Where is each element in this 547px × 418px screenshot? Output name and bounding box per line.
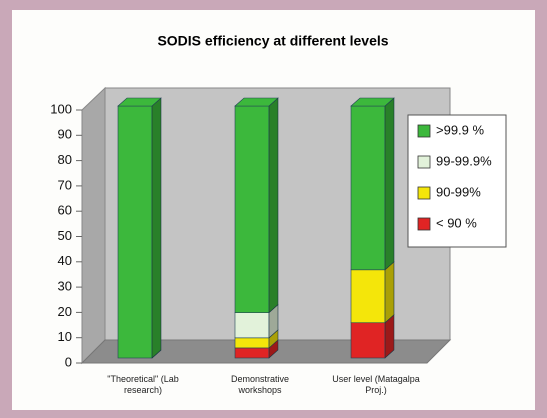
legend-label: 99-99.9% <box>436 153 492 168</box>
bar-segment <box>234 312 270 339</box>
bar-top <box>117 97 162 107</box>
bar-segment <box>350 322 386 359</box>
y-tick-label: 50 <box>58 228 72 243</box>
y-tick-label: 20 <box>58 304 72 319</box>
y-tick-label: 10 <box>58 329 72 344</box>
bar-side-shade <box>385 261 394 323</box>
bar-side-shade <box>269 304 278 338</box>
bar-side-shade <box>385 314 394 358</box>
bar-segment <box>234 347 270 359</box>
bar-side-shade <box>269 329 278 348</box>
legend-swatch <box>417 186 431 200</box>
x-tick-label: "Theoretical" (Lab research) <box>107 374 179 395</box>
x-tick-label: User level (Matagalpa Proj.) <box>332 374 420 395</box>
bar-segment <box>234 105 270 313</box>
y-tick-label: 30 <box>58 279 72 294</box>
bar-segment <box>234 337 270 349</box>
y-tick-label: 100 <box>50 101 72 116</box>
bar-side-shade <box>269 339 278 358</box>
bar-side-shade <box>152 98 161 358</box>
x-tick-label: Demonstrative workshops <box>230 374 290 395</box>
y-tick-label: 80 <box>58 152 72 167</box>
legend-label: >99.9 % <box>436 122 485 137</box>
y-tick-label: 90 <box>58 127 72 142</box>
y-tick-label: 0 <box>65 354 72 369</box>
legend-label: 90-99% <box>436 184 481 199</box>
y-tick-label: 60 <box>58 203 72 218</box>
bar-segment <box>117 105 153 359</box>
bar-side-shade <box>385 98 394 270</box>
chart-title: SODIS efficiency at different levels <box>157 33 388 49</box>
bar-top <box>350 97 395 107</box>
y-tick-label: 40 <box>58 253 72 268</box>
bar-side-shade <box>269 98 278 313</box>
legend-swatch <box>417 124 431 138</box>
bar-segment <box>350 269 386 324</box>
legend-swatch <box>417 217 431 231</box>
side-wall <box>81 86 106 365</box>
bar-segment <box>350 105 386 271</box>
legend-label: < 90 % <box>436 215 477 230</box>
legend-swatch <box>417 155 431 169</box>
y-tick-label: 70 <box>58 177 72 192</box>
bar-top <box>234 97 279 107</box>
